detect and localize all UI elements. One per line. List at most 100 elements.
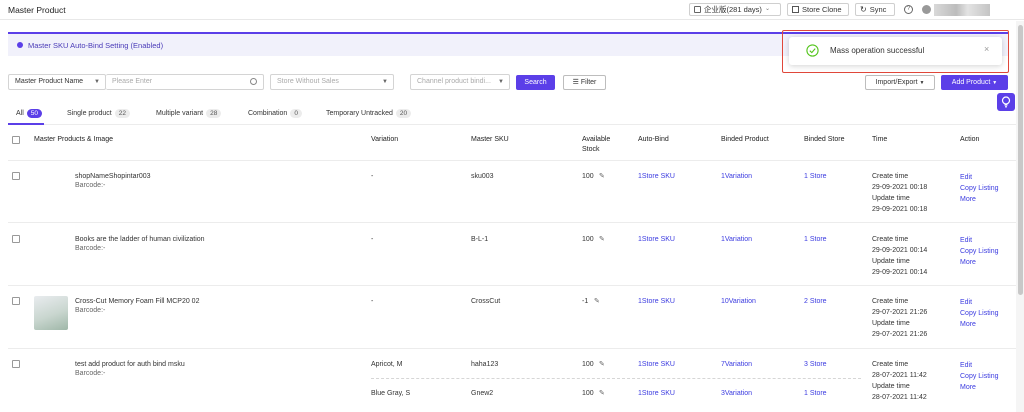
stock-value: 100 — [582, 361, 594, 368]
search-input[interactable]: Please Enter — [106, 74, 264, 90]
edit-link[interactable]: Edit — [960, 362, 973, 369]
tab-multiple-variant[interactable]: Multiple variant 28 — [156, 109, 222, 118]
create-time-value: 28-07-2021 11:42 — [872, 372, 927, 379]
row-checkbox[interactable] — [12, 360, 20, 368]
store-icon — [792, 6, 799, 13]
caret-down-icon: ▼ — [498, 79, 504, 85]
caret-down-icon: ▼ — [94, 79, 100, 85]
more-link[interactable]: More — [960, 196, 976, 203]
binded-store-link[interactable]: 3 Store — [804, 361, 827, 368]
product-type-tabs: All 50 Single product 22 Multiple variant 2… — [8, 107, 1018, 125]
row-divider — [8, 222, 1016, 223]
tab-label: Temporary Untracked — [326, 110, 393, 117]
user-avatar[interactable] — [922, 5, 931, 14]
caret-down-icon: ▼ — [919, 80, 925, 86]
sku-value: CrossCut — [471, 298, 501, 305]
search-button[interactable]: Search — [516, 75, 555, 90]
edit-link[interactable]: Edit — [960, 299, 973, 306]
tab-single-product[interactable]: Single product 22 — [67, 109, 130, 118]
variation-value: - — [371, 173, 374, 180]
binded-product-link[interactable]: 3Variation — [721, 390, 753, 397]
autobind-link[interactable]: 1Store SKU — [638, 173, 675, 180]
tab-label: All — [16, 110, 24, 117]
tab-label: Single product — [67, 110, 112, 117]
plan-label: 企业版(281 days) — [704, 5, 762, 14]
row-checkbox[interactable] — [12, 172, 20, 180]
col-header-action: Action — [960, 136, 980, 143]
col-header-autobind: Auto-Bind — [638, 136, 669, 143]
copy-listing-link[interactable]: Copy Listing — [960, 310, 999, 317]
chevron-down-icon: ⌄ — [764, 6, 770, 12]
search-type-select[interactable]: Master Product Name ▼ — [8, 74, 106, 90]
product-image[interactable] — [34, 296, 68, 330]
binded-store-link[interactable]: 1 Store — [804, 173, 827, 180]
scrollbar-thumb[interactable] — [1018, 25, 1023, 295]
toast-highlight-frame — [782, 30, 1009, 73]
tab-count: 0 — [290, 109, 302, 118]
channel-binding-select[interactable]: Channel product bindi... ▼ — [410, 74, 510, 90]
tab-count: 28 — [206, 109, 222, 118]
tab-label: Combination — [248, 110, 288, 117]
edit-pencil-icon[interactable]: ✎ — [599, 361, 605, 368]
caret-down-icon: ▼ — [382, 79, 388, 85]
edit-pencil-icon[interactable]: ✎ — [594, 298, 600, 305]
filter-button[interactable]: ☰ Filter — [563, 75, 606, 90]
store-filter-select[interactable]: Store Without Sales ▼ — [270, 74, 394, 90]
edit-link[interactable]: Edit — [960, 237, 973, 244]
more-link[interactable]: More — [960, 259, 976, 266]
update-time-label: Update time — [872, 320, 910, 327]
autobind-link[interactable]: 1Store SKU — [638, 390, 675, 397]
update-time-label: Update time — [872, 383, 910, 390]
col-header-product: Master Products & Image — [34, 136, 113, 143]
info-dot-icon — [17, 42, 23, 48]
sync-label: Sync — [869, 5, 887, 14]
binded-product-link[interactable]: 1Variation — [721, 173, 753, 180]
tab-combination[interactable]: Combination 0 — [248, 109, 302, 118]
close-icon[interactable]: × — [984, 44, 990, 54]
binded-product-link[interactable]: 1Variation — [721, 236, 753, 243]
autobind-link[interactable]: 1Store SKU — [638, 361, 675, 368]
tab-all[interactable]: All 50 — [16, 109, 43, 118]
sku-value: sku003 — [471, 173, 494, 180]
sku-value: Gnew2 — [471, 390, 494, 397]
col-header-stock-line1: Available — [582, 136, 611, 143]
store-filter-placeholder: Store Without Sales — [277, 78, 339, 85]
binded-store-link[interactable]: 2 Store — [804, 298, 827, 305]
create-time-value: 29-07-2021 21:26 — [872, 309, 928, 316]
edit-pencil-icon[interactable]: ✎ — [599, 173, 605, 180]
row-checkbox[interactable] — [12, 297, 20, 305]
binded-store-link[interactable]: 1 Store — [804, 390, 827, 397]
edit-pencil-icon[interactable]: ✎ — [599, 236, 605, 243]
plan-dropdown[interactable]: 企业版(281 days) ⌄ — [689, 3, 781, 16]
store-clone-button[interactable]: Store Clone — [787, 3, 849, 16]
binded-store-link[interactable]: 1 Store — [804, 236, 827, 243]
more-link[interactable]: More — [960, 321, 976, 328]
tab-temporary-untracked[interactable]: Temporary Untracked 20 — [326, 109, 412, 118]
autobind-link[interactable]: 1Store SKU — [638, 298, 675, 305]
copy-listing-link[interactable]: Copy Listing — [960, 248, 999, 255]
add-product-button[interactable]: Add Product ▼ — [941, 75, 1008, 90]
sync-button[interactable]: ↻ Sync — [855, 3, 895, 16]
variation-value: - — [371, 298, 374, 305]
more-link[interactable]: More — [960, 384, 976, 391]
product-barcode: Barcode:- — [75, 182, 106, 189]
row-checkbox[interactable] — [12, 235, 20, 243]
calendar-icon — [694, 6, 701, 13]
update-time-value: 29-07-2021 21:26 — [872, 331, 928, 338]
help-icon[interactable]: ? — [904, 5, 913, 14]
copy-listing-link[interactable]: Copy Listing — [960, 185, 999, 192]
variation-value: - — [371, 236, 374, 243]
copy-listing-link[interactable]: Copy Listing — [960, 373, 999, 380]
edit-pencil-icon[interactable]: ✎ — [599, 390, 605, 397]
update-time-label: Update time — [872, 258, 910, 265]
sync-icon: ↻ — [860, 5, 867, 14]
variation-value: Apricot, M — [371, 361, 403, 368]
edit-link[interactable]: Edit — [960, 174, 973, 181]
binded-product-link[interactable]: 10Variation — [721, 298, 756, 305]
tips-button[interactable] — [997, 93, 1015, 111]
autobind-link[interactable]: 1Store SKU — [638, 236, 675, 243]
binded-product-link[interactable]: 7Variation — [721, 361, 753, 368]
select-all-checkbox[interactable] — [12, 136, 20, 144]
import-export-button[interactable]: Import/Export ▼ — [865, 75, 935, 90]
search-type-value: Master Product Name — [15, 78, 84, 85]
